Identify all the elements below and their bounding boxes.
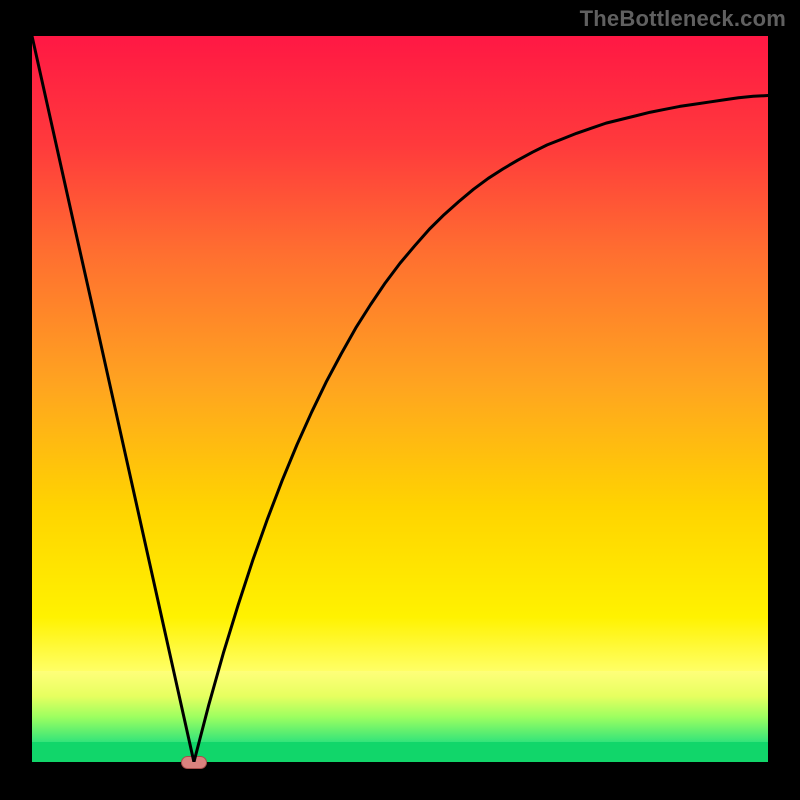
watermark-text: TheBottleneck.com	[580, 6, 786, 32]
chart-container: TheBottleneck.com	[0, 0, 800, 800]
curve-path	[32, 36, 768, 762]
bottleneck-curve	[32, 36, 768, 762]
plot-area	[32, 36, 768, 762]
